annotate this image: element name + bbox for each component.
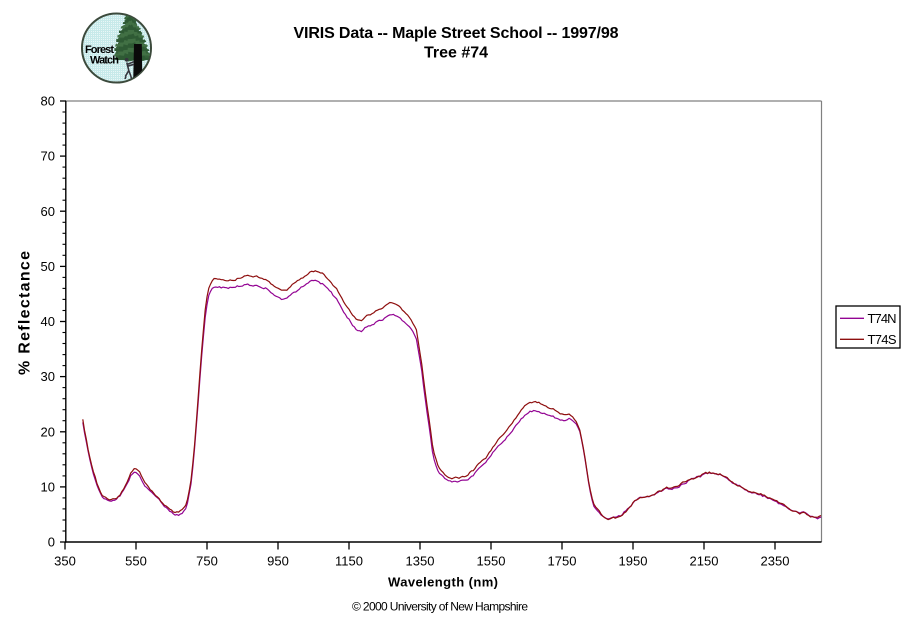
svg-text:30: 30 (41, 369, 55, 384)
svg-text:20: 20 (41, 424, 55, 439)
svg-text:950: 950 (267, 554, 289, 569)
svg-text:2350: 2350 (761, 554, 790, 569)
svg-text:© 2000 University of New Hamps: © 2000 University of New Hampshire (352, 600, 528, 614)
svg-text:Wavelength (nm): Wavelength (nm) (388, 575, 498, 590)
svg-text:550: 550 (125, 554, 147, 569)
svg-text:Watch: Watch (90, 55, 119, 67)
svg-text:Tree #74: Tree #74 (424, 45, 488, 62)
svg-text:0: 0 (48, 535, 55, 550)
svg-text:1750: 1750 (548, 554, 577, 569)
svg-text:T74S: T74S (868, 332, 897, 347)
svg-text:80: 80 (41, 94, 55, 109)
svg-text:50: 50 (41, 259, 55, 274)
svg-text:70: 70 (41, 149, 55, 164)
svg-text:1550: 1550 (477, 554, 506, 569)
svg-text:40: 40 (41, 314, 55, 329)
svg-text:1150: 1150 (335, 554, 363, 569)
svg-text:750: 750 (196, 554, 218, 569)
svg-text:350: 350 (54, 554, 76, 569)
svg-text:2150: 2150 (690, 554, 719, 569)
svg-text:10: 10 (41, 480, 55, 495)
svg-text:Forest: Forest (85, 44, 114, 56)
svg-text:60: 60 (41, 204, 55, 219)
svg-text:VIRIS Data -- Maple Street Sch: VIRIS Data -- Maple Street School -- 199… (294, 25, 619, 42)
svg-text:% Reflectance: % Reflectance (17, 251, 34, 375)
svg-text:T74N: T74N (868, 311, 897, 326)
svg-text:1350: 1350 (406, 554, 435, 569)
svg-text:1950: 1950 (619, 554, 648, 569)
